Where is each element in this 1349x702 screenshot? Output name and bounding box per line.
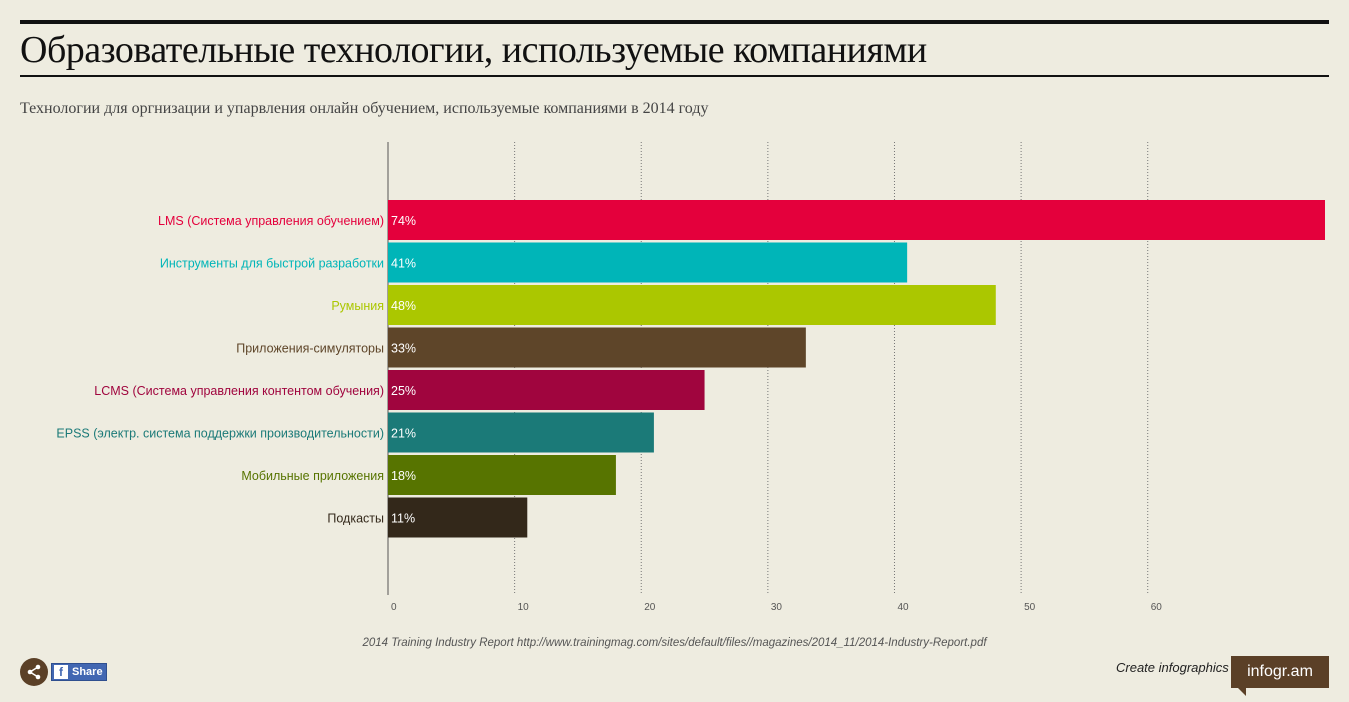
category-label-2: Румыния (331, 299, 384, 313)
infogram-logo[interactable]: infogr.am (1231, 656, 1329, 688)
value-label-0: 74% (391, 214, 416, 228)
x-tick-label-5: 50 (1024, 602, 1036, 613)
value-label-7: 11% (391, 512, 415, 526)
x-tick-label-1: 10 (518, 602, 530, 613)
category-label-5: EPSS (электр. система поддержки производ… (56, 427, 384, 441)
chart-title: Образовательные технологии, используемые… (20, 29, 927, 71)
bar-3 (388, 327, 806, 368)
value-label-1: 41% (391, 257, 416, 271)
value-label-2: 48% (391, 299, 416, 313)
bar-4 (388, 370, 705, 410)
facebook-share-button[interactable]: f Share (51, 663, 107, 681)
facebook-share-label: Share (72, 666, 103, 678)
logo-tail (1238, 688, 1246, 696)
value-label-6: 18% (391, 469, 416, 483)
value-label-4: 25% (391, 384, 416, 398)
x-tick-label-6: 60 (1151, 602, 1163, 613)
category-label-3: Приложения-симуляторы (236, 342, 384, 356)
x-tick-label-0: 0 (391, 602, 397, 613)
chart-subtitle: Технологии для оргнизации и упарвления о… (20, 100, 709, 117)
share-icon (27, 664, 41, 680)
bar-2 (388, 285, 996, 325)
category-label-6: Мобильные приложения (241, 469, 384, 483)
bar-5 (388, 412, 654, 453)
value-label-3: 33% (391, 342, 416, 356)
title-top-rule (20, 20, 1329, 24)
category-label-1: Инструменты для быстрой разработки (160, 257, 384, 271)
facebook-icon: f (54, 665, 68, 679)
bar-6 (388, 455, 616, 495)
create-infographics-link[interactable]: Create infographics (1116, 660, 1229, 675)
title-bottom-rule (20, 75, 1329, 77)
bar-0 (388, 200, 1325, 240)
x-tick-label-4: 40 (897, 602, 909, 613)
bar-1 (388, 242, 908, 283)
x-tick-label-3: 30 (771, 602, 783, 613)
x-tick-label-2: 20 (644, 602, 656, 613)
source-note: 2014 Training Industry Report http://www… (362, 637, 987, 649)
category-label-7: Подкасты (327, 512, 384, 526)
category-label-0: LMS (Система управления обучением) (158, 214, 384, 228)
infogram-logo-text: infogr.am (1247, 663, 1313, 680)
share-button[interactable] (20, 658, 48, 686)
value-label-5: 21% (391, 427, 416, 441)
bar-7 (388, 497, 528, 538)
category-label-4: LCMS (Система управления контентом обуче… (94, 384, 384, 398)
bar-chart: 0 10 20 30 40 50 60 LMS (Система управления обу… (56, 142, 1325, 613)
